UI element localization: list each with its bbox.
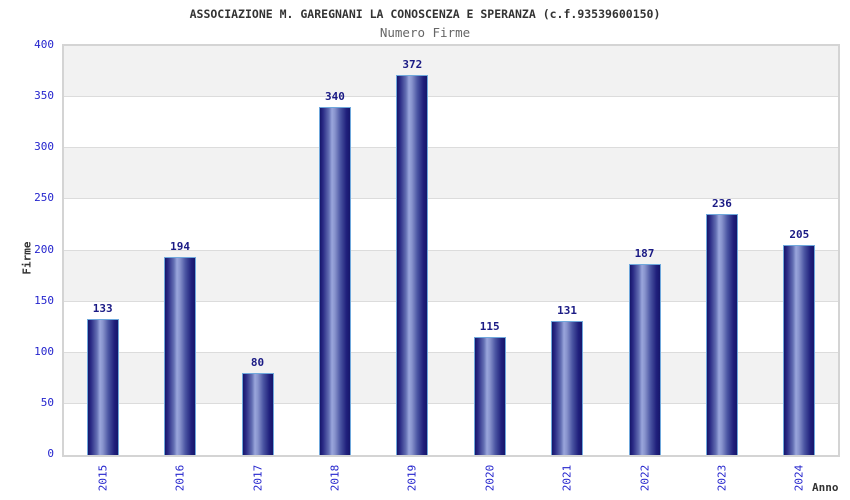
bar-2020 xyxy=(473,337,506,455)
gridline xyxy=(64,300,838,302)
bar-2023 xyxy=(705,213,738,455)
plot-area: 133 194 80 340 372 115 131 187 236 205 xyxy=(62,44,840,457)
bar-2018 xyxy=(318,107,351,455)
chart-title: ASSOCIAZIONE M. GAREGNANI LA CONOSCENZA … xyxy=(189,7,661,21)
chart-subtitle: Numero Firme xyxy=(379,25,471,40)
gridline xyxy=(64,249,838,251)
y-axis-title: Firme xyxy=(20,241,34,275)
y-tick-150: 150 xyxy=(34,293,54,307)
x-tick-2021: 2021 xyxy=(560,464,574,492)
bar-value-2023: 236 xyxy=(711,196,732,210)
bar-2015 xyxy=(86,319,119,455)
x-axis-title: Anno xyxy=(812,481,839,494)
gridline xyxy=(64,402,838,404)
bar-value-2015: 133 xyxy=(92,302,113,316)
x-tick-2017: 2017 xyxy=(251,464,264,492)
bar-value-2021: 131 xyxy=(557,304,578,318)
gridline xyxy=(64,198,838,200)
y-tick-50: 50 xyxy=(40,395,54,409)
y-tick-200: 200 xyxy=(34,242,54,256)
gridline xyxy=(64,351,838,353)
bar-2016 xyxy=(164,256,197,455)
gridline xyxy=(64,96,838,98)
bar-value-2016: 194 xyxy=(170,239,191,253)
x-tick-2016: 2016 xyxy=(173,464,187,492)
plot-band xyxy=(64,148,838,200)
x-tick-2024: 2024 xyxy=(792,464,806,492)
bar-2022 xyxy=(628,263,661,455)
y-tick-100: 100 xyxy=(34,344,54,358)
bar-value-2019: 372 xyxy=(402,57,423,71)
x-tick-2019: 2019 xyxy=(405,464,419,492)
bar-value-2022: 187 xyxy=(634,246,655,260)
x-tick-2020: 2020 xyxy=(483,464,497,492)
bar-value-2020: 115 xyxy=(479,320,500,334)
bar-value-2018: 340 xyxy=(324,90,345,104)
plot-band xyxy=(64,46,838,98)
bar-2019 xyxy=(396,74,429,455)
x-tick-2018: 2018 xyxy=(328,464,342,492)
bar-value-2017: 80 xyxy=(250,356,265,370)
y-tick-350: 350 xyxy=(34,89,54,103)
bar-value-2024: 205 xyxy=(789,228,810,242)
y-tick-0: 0 xyxy=(47,447,54,460)
bar-2017 xyxy=(241,373,274,455)
plot-band xyxy=(64,97,838,149)
y-tick-300: 300 xyxy=(34,140,54,154)
x-tick-2022: 2022 xyxy=(638,464,651,492)
bar-2024 xyxy=(783,245,816,455)
x-tick-2023: 2023 xyxy=(715,464,729,492)
bar-2021 xyxy=(551,321,584,455)
y-tick-400: 400 xyxy=(34,38,54,51)
gridline xyxy=(64,147,838,149)
x-tick-2015: 2015 xyxy=(96,464,110,492)
y-tick-250: 250 xyxy=(34,191,54,205)
